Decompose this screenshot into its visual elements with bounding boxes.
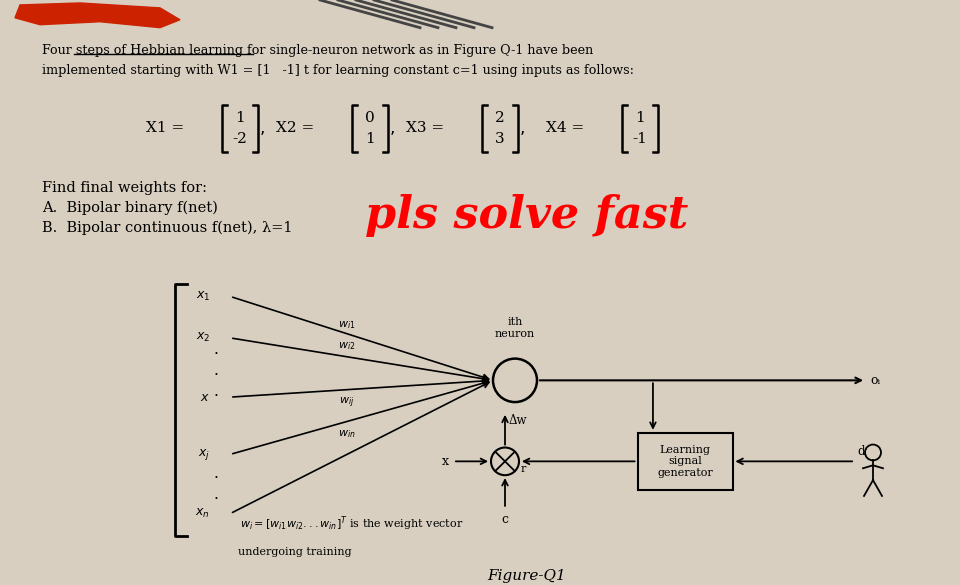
Text: undergoing training: undergoing training — [238, 548, 351, 558]
Text: A.  Bipolar binary f(net): A. Bipolar binary f(net) — [42, 201, 218, 215]
Text: X4 =: X4 = — [545, 122, 584, 136]
Text: 0: 0 — [365, 111, 374, 125]
Text: Find final weights for:: Find final weights for: — [42, 181, 207, 195]
Text: $x_2$: $x_2$ — [196, 331, 210, 345]
Text: ith
neuron: ith neuron — [494, 317, 535, 339]
Text: 2: 2 — [495, 111, 505, 125]
Text: -1: -1 — [633, 132, 647, 146]
Text: $w_{ij}$: $w_{ij}$ — [339, 396, 354, 411]
Text: $w_{i1}$: $w_{i1}$ — [338, 319, 355, 332]
Text: ,: , — [260, 119, 265, 137]
Text: Δw: Δw — [509, 414, 527, 427]
FancyBboxPatch shape — [637, 433, 732, 490]
Text: oᵢ: oᵢ — [870, 374, 880, 387]
Text: c: c — [501, 512, 509, 526]
Text: .
.
.: . . . — [213, 342, 219, 399]
Text: pls solve fast: pls solve fast — [365, 194, 688, 237]
Text: r: r — [521, 464, 526, 474]
Text: $x$: $x$ — [201, 391, 210, 404]
Text: $w_i=[w_{i1}w_{i2}...w_{in}]^T$ is the weight vector: $w_i=[w_{i1}w_{i2}...w_{in}]^T$ is the w… — [240, 515, 464, 534]
Text: X3 =: X3 = — [406, 122, 444, 136]
Text: $x_1$: $x_1$ — [196, 290, 210, 303]
Text: 1: 1 — [235, 111, 245, 125]
Text: Figure-Q1: Figure-Q1 — [487, 569, 565, 583]
Text: Learning
signal
generator: Learning signal generator — [658, 445, 713, 478]
Text: X2 =: X2 = — [276, 122, 314, 136]
Text: dᵢ: dᵢ — [857, 445, 867, 459]
Text: -2: -2 — [232, 132, 248, 146]
Text: $x_j$: $x_j$ — [198, 447, 210, 462]
Text: $w_{in}$: $w_{in}$ — [338, 428, 355, 440]
Text: Four steps of Hebbian learning for single-neuron network as in Figure Q-1 have b: Four steps of Hebbian learning for singl… — [42, 44, 593, 57]
Text: $x_n$: $x_n$ — [195, 507, 210, 520]
Text: $w_{i2}$: $w_{i2}$ — [338, 340, 355, 352]
Text: implemented starting with W1 = [1   -1] t for learning constant c=1 using inputs: implemented starting with W1 = [1 -1] t … — [42, 64, 634, 77]
Polygon shape — [15, 3, 180, 27]
Text: .
.: . . — [213, 466, 219, 502]
Text: x: x — [442, 455, 449, 468]
Text: ,: , — [520, 119, 525, 137]
Text: X1 =: X1 = — [146, 122, 184, 136]
Text: 1: 1 — [365, 132, 374, 146]
Text: 3: 3 — [495, 132, 505, 146]
Text: ,: , — [390, 119, 396, 137]
Text: B.  Bipolar continuous f(net), λ=1: B. Bipolar continuous f(net), λ=1 — [42, 221, 293, 235]
Text: 1: 1 — [636, 111, 645, 125]
